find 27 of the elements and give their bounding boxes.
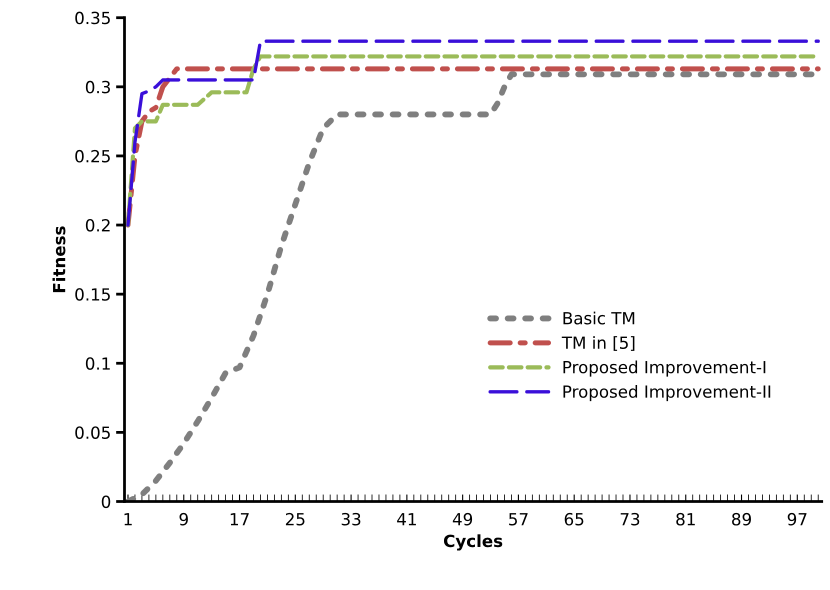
x-tick-label: 33 [342,512,360,526]
x-tick-label: 49 [452,512,472,526]
legend-label: Proposed Improvement-II [563,384,770,402]
y-tick-label: 0.05 [75,426,110,439]
x-tick-label: 97 [788,512,806,526]
legend-label: TM in [5] [562,336,634,351]
x-tick-label: 1 [124,513,132,526]
y-tick-label: 0.35 [75,12,110,24]
x-tick-label: 65 [564,512,584,526]
x-tick-label: 25 [286,512,304,526]
legend-label: Basic TM [563,312,634,324]
x-tick-label: 89 [732,512,751,526]
y-tick-label: 0 [102,495,110,508]
y-tick-label: 0.2 [86,219,110,232]
y-tick-label: 0.25 [75,150,110,162]
y-tick-label: 0.3 [86,80,110,94]
legend-label: Proposed Improvement-I [563,360,766,377]
x-tick-label: 41 [397,513,416,526]
x-tick-label: 57 [509,513,528,526]
x-axis-title: Cycles [444,534,502,551]
x-tick-label: 73 [620,512,640,526]
x-tick-label: 17 [230,513,249,526]
x-tick-label: 81 [676,512,695,526]
x-tick-label: 9 [180,512,188,526]
y-axis-title: Fitness [52,226,66,292]
y-tick-label: 0.15 [75,288,110,301]
y-tick-label: 0.1 [86,357,110,370]
